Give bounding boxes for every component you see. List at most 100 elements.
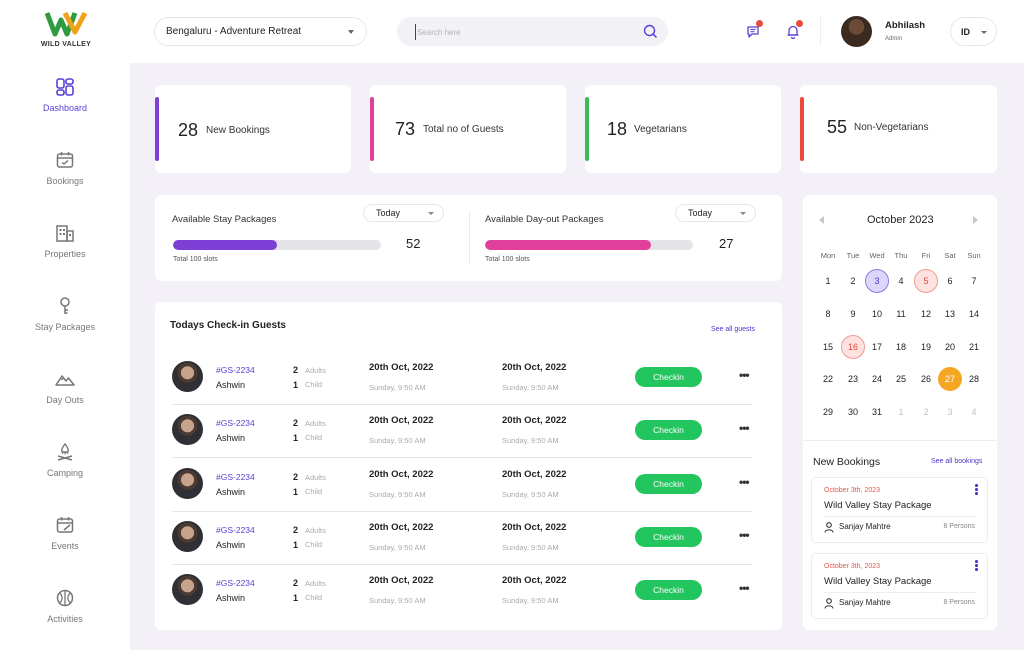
calendar-day[interactable]: 6 [947,276,953,286]
search-icon[interactable] [643,24,658,39]
more-options-icon[interactable]: ••• [739,527,750,542]
calendar-day[interactable]: 24 [871,374,882,385]
calendar-day[interactable]: 22 [822,374,833,385]
sidebar-item-stay-packages[interactable]: Stay Packages [0,296,130,332]
adults-label: Adults [305,472,326,482]
sidebar-item-bookings[interactable]: Bookings [0,150,130,186]
booking-card[interactable]: October 3th, 2023 Wild Valley Stay Packag… [811,553,988,619]
calendar-day[interactable]: 29 [822,407,833,418]
booking-card[interactable]: October 3th, 2023 Wild Valley Stay Packag… [811,477,988,543]
calendar-day[interactable]: 30 [847,407,858,418]
calendar-day[interactable]: 26 [920,374,931,385]
checkin-time: Sunday, 9:50 AM [369,489,426,499]
sidebar-item-label: Properties [44,249,86,259]
search-input[interactable] [415,24,625,40]
see-all-guests-link[interactable]: See all guests [711,326,755,333]
language-select[interactable]: ID [950,17,997,46]
guest-id[interactable]: #GS-2234 [216,365,255,375]
sidebar-item-camping[interactable]: Camping [0,442,130,478]
checkin-button[interactable]: Checkin [635,473,702,494]
calendar-day[interactable]: 7 [971,276,977,286]
calendar-day[interactable]: 25 [895,374,906,385]
calendar-day[interactable]: 28 [968,374,979,385]
calendar-day[interactable]: 13 [944,308,955,319]
calendar-day[interactable]: 4 [898,276,904,286]
calendar-day[interactable]: 17 [871,341,882,352]
see-all-bookings-link[interactable]: See all bookings [931,458,983,465]
stat-card-total-guests: 73 Total no of Guests [370,85,566,173]
calendar-day[interactable]: 3 [865,269,889,293]
calendar-day[interactable]: 10 [871,308,882,319]
calendar-day[interactable]: 19 [920,341,931,352]
guest-avatar [172,467,203,499]
more-options-icon[interactable]: ••• [739,581,750,596]
calendar-day[interactable]: 31 [871,407,882,418]
guest-id[interactable]: #GS-2234 [216,418,255,429]
adults-label: Adults [305,419,326,429]
checkout-time: Sunday, 9:50 AM [502,542,559,552]
calendar-next-icon[interactable] [973,216,978,224]
calendar-day[interactable]: 16 [841,334,865,359]
location-select[interactable]: Bengaluru - Adventure Retreat [154,17,367,46]
calendar-day[interactable]: 21 [968,341,979,352]
weekday-label: Thu [894,251,908,260]
kebab-menu-icon[interactable] [975,560,978,572]
user-avatar[interactable] [841,16,872,47]
sidebar-item-events[interactable]: Events [0,515,130,551]
brand-name: WILD VALLEY [40,41,92,48]
checkin-button[interactable]: Checkin [635,580,702,601]
sidebar-item-dashboard[interactable]: Dashboard [0,77,130,113]
notifications-button[interactable] [786,20,803,44]
stat-value: 28 [178,120,199,140]
calendar-day[interactable]: 14 [968,308,979,319]
more-options-icon[interactable]: ••• [739,474,750,489]
calendar-day[interactable]: 15 [822,341,833,352]
calendar-day[interactable]: 2 [850,276,856,286]
checkin-date: 20th Oct, 2022 [369,521,434,533]
sidebar-item-properties[interactable]: Properties [0,223,130,259]
kebab-menu-icon[interactable] [975,484,978,496]
stay-period-select[interactable]: Today [363,204,444,222]
adults-count: 2 [293,524,299,535]
ball-icon [56,589,74,607]
calendar-day[interactable]: 8 [825,308,831,319]
checkin-button[interactable]: Checkin [635,420,702,441]
search-box [397,17,668,46]
messages-button[interactable] [746,20,763,44]
checkin-button[interactable]: Checkin [635,367,702,387]
calendar-day[interactable]: 9 [850,308,856,319]
guest-id[interactable]: #GS-2234 [216,471,255,482]
sidebar-item-activities[interactable]: Activities [0,588,130,624]
booking-title: Wild Valley Stay Package [824,576,932,587]
calendar-day[interactable]: 12 [920,308,931,319]
child-label: Child [305,593,323,603]
dayout-period-select[interactable]: Today [675,204,756,222]
dayout-packages-title: Available Day-out Packages [485,214,604,225]
calendar-day[interactable]: 2 [923,407,929,418]
brand-logo[interactable]: WILD VALLEY [36,10,96,48]
sidebar-item-label: Camping [46,468,84,478]
sidebar-item-day-outs[interactable]: Day Outs [0,369,130,405]
calendar-day[interactable]: 1 [898,407,904,418]
more-options-icon[interactable]: ••• [739,421,750,436]
calendar-day[interactable]: 3 [947,407,953,418]
guest-id[interactable]: #GS-2234 [216,524,255,535]
checkin-button[interactable]: Checkin [635,526,702,547]
weekday-label: Wed [869,251,885,260]
calendar-day[interactable]: 20 [944,341,955,352]
calendar-day[interactable]: 4 [971,407,977,418]
calendar-day[interactable]: 27 [938,367,962,392]
adults-label: Adults [305,525,326,535]
calendar-day[interactable]: 5 [914,269,938,293]
calendar-day[interactable]: 23 [847,374,858,385]
calendar-day[interactable]: 11 [896,308,906,319]
calendar-prev-icon[interactable] [819,216,824,224]
more-options-icon[interactable]: ••• [739,368,750,382]
calendar-day[interactable]: 1 [825,276,831,286]
guest-id[interactable]: #GS-2234 [216,578,255,589]
stay-packages-title: Available Stay Packages [172,214,277,225]
booking-date: October 3th, 2023 [824,487,881,494]
calendar-day[interactable]: 18 [895,341,906,352]
stat-card-non-vegetarians: 55 Non-Vegetarians [800,85,997,173]
chevron-down-icon [740,212,746,215]
